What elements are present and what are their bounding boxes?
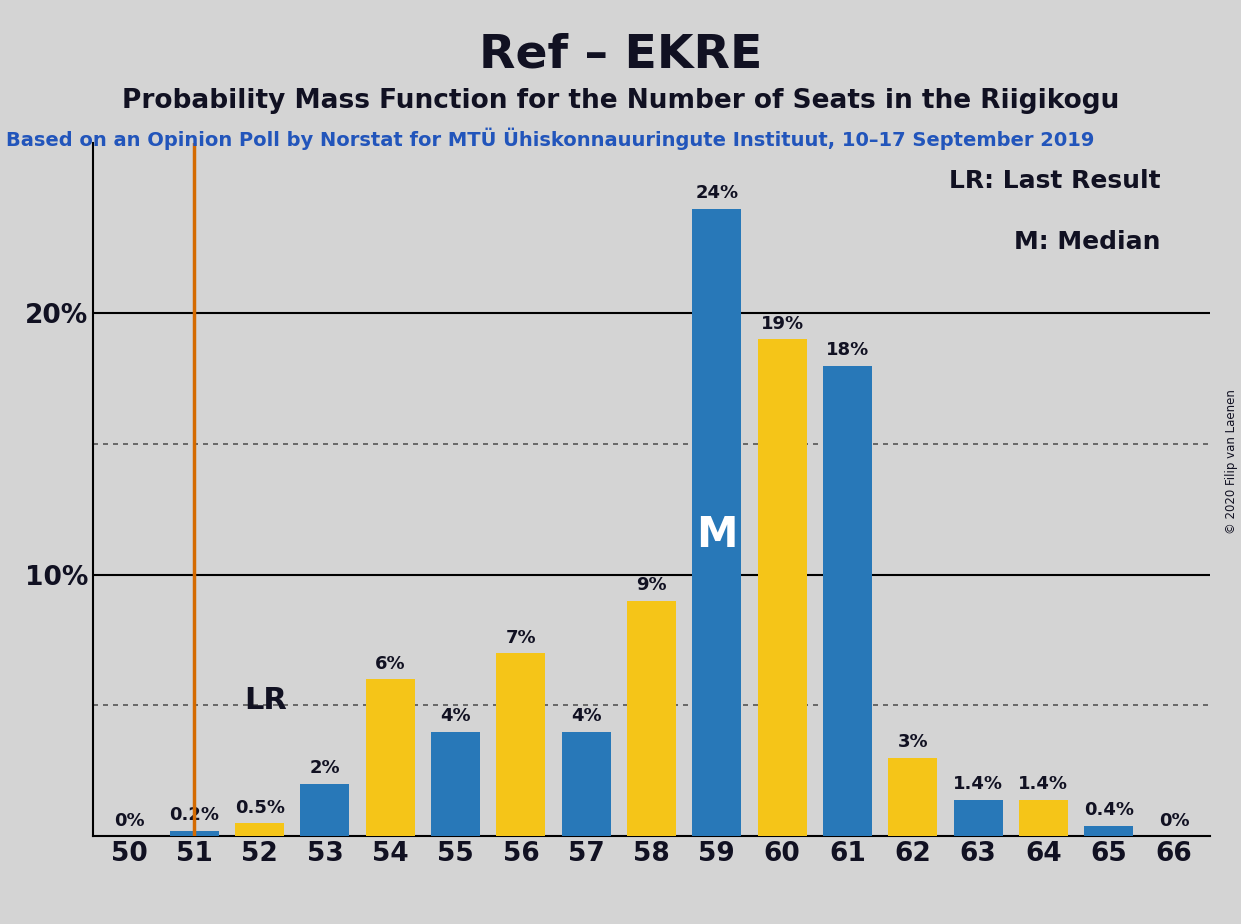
Bar [300,784,350,836]
Bar [562,732,611,836]
Text: 4%: 4% [441,707,470,725]
Bar [823,366,872,836]
Text: 18%: 18% [825,341,869,359]
Text: 4%: 4% [571,707,602,725]
Text: Ref – EKRE: Ref – EKRE [479,32,762,78]
Text: 0.4%: 0.4% [1083,801,1134,820]
Text: 1.4%: 1.4% [1019,775,1069,793]
Text: 6%: 6% [375,655,406,673]
Text: M: Median: M: Median [1014,229,1162,253]
Bar [1019,799,1069,836]
Text: M: M [696,515,737,556]
Text: 1.4%: 1.4% [953,775,1003,793]
Text: 7%: 7% [505,628,536,647]
Bar [170,831,218,836]
Bar [627,601,676,836]
Text: 2%: 2% [310,760,340,777]
Text: 0.2%: 0.2% [169,807,220,824]
Text: Probability Mass Function for the Number of Seats in the Riigikogu: Probability Mass Function for the Number… [122,88,1119,114]
Text: 0%: 0% [114,811,144,830]
Text: 3%: 3% [897,734,928,751]
Text: Based on an Opinion Poll by Norstat for MTÜ Ühiskonnauuringute Instituut, 10–17 : Based on an Opinion Poll by Norstat for … [6,128,1095,150]
Bar [235,823,284,836]
Bar [889,758,937,836]
Bar [692,209,741,836]
Text: 24%: 24% [695,184,738,202]
Text: 0.5%: 0.5% [235,798,284,817]
Text: LR: LR [244,686,287,715]
Bar [496,653,545,836]
Bar [1085,826,1133,836]
Text: LR: Last Result: LR: Last Result [949,169,1162,193]
Bar [366,679,414,836]
Text: 19%: 19% [761,315,804,333]
Bar [431,732,480,836]
Bar [758,339,807,836]
Text: 9%: 9% [637,577,666,594]
Text: 0%: 0% [1159,811,1189,830]
Bar [953,799,1003,836]
Text: © 2020 Filip van Laenen: © 2020 Filip van Laenen [1225,390,1237,534]
